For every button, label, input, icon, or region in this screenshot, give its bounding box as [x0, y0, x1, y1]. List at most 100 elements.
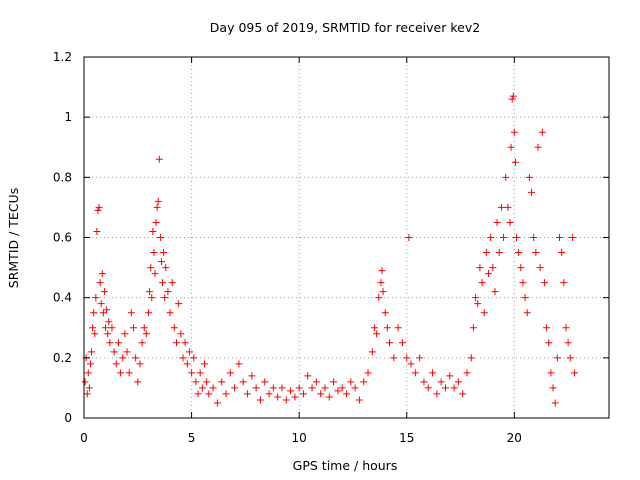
data-point	[129, 324, 137, 332]
data-point	[239, 378, 247, 386]
data-point	[117, 369, 125, 377]
data-point	[347, 378, 355, 386]
data-series-kev2	[81, 92, 579, 407]
data-point	[407, 360, 415, 368]
data-point	[92, 294, 100, 302]
data-point	[523, 309, 531, 317]
data-point	[351, 384, 359, 392]
data-point	[511, 158, 519, 166]
data-point	[194, 390, 202, 398]
x-tick-label: 0	[80, 431, 88, 445]
data-point	[103, 306, 111, 314]
x-tick-label: 10	[292, 431, 307, 445]
data-point	[96, 279, 104, 287]
data-point	[161, 294, 169, 302]
data-point	[98, 270, 106, 278]
x-axis-label: GPS time / hours	[293, 458, 398, 473]
data-point	[151, 270, 159, 278]
data-point	[177, 330, 185, 338]
data-point	[508, 95, 516, 103]
data-point	[114, 339, 122, 347]
data-point	[536, 264, 544, 272]
data-point	[88, 348, 96, 356]
data-point	[381, 309, 389, 317]
data-point	[463, 369, 471, 377]
data-point	[85, 384, 93, 392]
data-point	[140, 324, 148, 332]
y-tick-labels: 0 0.2 0.4 0.6 0.8 1 1.2	[53, 50, 72, 425]
data-point	[547, 369, 555, 377]
data-point	[368, 348, 376, 356]
data-point	[321, 384, 329, 392]
data-point	[556, 234, 564, 241]
data-point	[100, 288, 108, 296]
data-point	[291, 393, 299, 401]
data-point	[148, 294, 156, 302]
data-point	[142, 330, 150, 338]
data-point	[562, 324, 570, 332]
data-point	[364, 369, 372, 377]
data-point	[454, 378, 462, 386]
data-point	[493, 218, 501, 226]
data-point	[441, 384, 449, 392]
data-point	[489, 264, 497, 272]
data-point	[269, 384, 277, 392]
data-point	[138, 339, 146, 347]
y-tick-label: 0.2	[53, 351, 72, 365]
data-point	[156, 234, 164, 241]
data-point	[476, 264, 484, 272]
data-point	[105, 318, 113, 326]
data-point	[86, 360, 94, 368]
data-point	[437, 378, 445, 386]
data-point	[355, 396, 363, 404]
data-point	[190, 354, 198, 362]
data-point	[205, 390, 213, 398]
data-point	[343, 390, 350, 398]
data-point	[94, 206, 102, 214]
data-point	[491, 288, 499, 296]
data-point	[507, 143, 515, 151]
data-point	[235, 360, 243, 368]
data-point	[528, 188, 536, 196]
y-tick-label: 0.6	[53, 231, 72, 245]
data-point	[81, 378, 89, 386]
data-point	[338, 384, 346, 392]
data-point	[317, 390, 325, 398]
data-point	[192, 378, 200, 386]
data-point	[200, 360, 208, 368]
data-point	[517, 264, 525, 272]
data-point	[97, 300, 105, 308]
data-point	[485, 270, 493, 278]
y-tick-label: 1.2	[53, 50, 72, 64]
data-point	[188, 369, 196, 377]
data-point	[521, 294, 529, 302]
data-point	[390, 354, 398, 362]
data-point	[378, 267, 386, 275]
data-point	[519, 279, 527, 287]
data-point	[299, 390, 307, 398]
data-point	[472, 294, 480, 302]
data-point	[132, 354, 140, 362]
data-point	[222, 390, 230, 398]
data-point	[99, 309, 107, 317]
data-point	[160, 249, 168, 257]
data-point	[102, 324, 110, 332]
data-point	[282, 396, 290, 404]
axis-ticks	[83, 56, 609, 419]
data-point	[127, 309, 135, 317]
data-point	[405, 234, 413, 241]
data-point	[467, 354, 475, 362]
data-point	[411, 369, 419, 377]
y-tick-label: 1	[64, 110, 72, 124]
data-point	[89, 324, 97, 332]
data-point	[90, 309, 98, 317]
data-point	[146, 288, 154, 296]
data-point	[474, 300, 482, 308]
x-tick-labels: 0 5 10 15 20	[80, 431, 522, 445]
data-point	[312, 378, 320, 386]
data-point	[164, 288, 172, 296]
data-point	[256, 396, 264, 404]
data-point	[91, 330, 99, 338]
data-point	[147, 264, 155, 272]
